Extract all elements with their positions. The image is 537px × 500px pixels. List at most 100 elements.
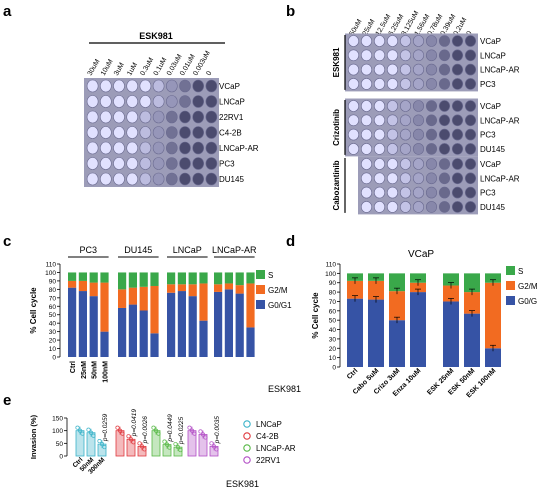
panel-c-y-tick-label: 60: [49, 304, 57, 311]
panel-b-row-well: [438, 186, 451, 199]
panel-c-bar-g0g1: [199, 320, 208, 357]
panel-c-x-tick-label: 100nM: [103, 361, 110, 383]
panel-c-bar-g0g1: [246, 327, 255, 357]
panel-d-legend-label: G2/M: [518, 282, 537, 291]
panel-b-row-well: [360, 172, 373, 185]
panel-a-row-well: [100, 126, 112, 139]
panel-b-row-well: [425, 186, 438, 199]
panel-e-point: [88, 430, 94, 435]
panel-e-point: [189, 428, 195, 433]
panel-e-y-tick-label: 0: [59, 454, 63, 461]
panel-c-bar-g2m: [118, 289, 127, 308]
panel-e-legend-marker: [243, 456, 251, 464]
panel-a-cell-line: PC3: [219, 160, 235, 169]
panel-c-bar-s: [150, 272, 159, 286]
panel-a-row-well: [113, 110, 125, 124]
panel-b-row-well: [399, 158, 412, 170]
panel-d-bar-s: [368, 273, 384, 281]
panel-b-row-well: [399, 128, 412, 141]
panel-c-y-tick-label: 30: [49, 329, 57, 336]
panel-a-conc-label: 0: [205, 70, 213, 77]
panel-e-point: [128, 437, 134, 442]
panel-e-point: [153, 428, 159, 433]
panel-e-pvalue: p=0.0035: [214, 416, 221, 445]
panel-e-pvalue: p=0.0225: [178, 416, 185, 445]
panel-b-cell-line: VCaP: [480, 37, 501, 46]
panel-c-legend-swatch: [256, 270, 265, 279]
panel-e-point: [137, 441, 142, 446]
panel-b-row-well: [425, 172, 438, 185]
panel-a-row-well: [126, 110, 138, 124]
panel-b-row-well: [412, 35, 425, 47]
panel-c-bar-g0g1: [167, 292, 176, 357]
panel-c-bar-s: [139, 272, 148, 287]
panel-b-row-well: [386, 143, 399, 155]
panel-b-row-well: [373, 35, 386, 47]
panel-b-row-well: [360, 128, 373, 141]
panel-d-y-tick-label: 50: [329, 318, 337, 325]
panel-e-legend-label: LNCaP-AR: [256, 444, 296, 453]
panel-letter-a: a: [3, 3, 12, 20]
panel-c-bar-g0g1: [89, 296, 98, 357]
panel-b-cell-line: DU145: [480, 203, 505, 212]
panel-b-cell-line: LNCaP-AR: [480, 66, 520, 75]
panel-d-bar-g2m: [389, 291, 405, 321]
panel-c-bar-g2m: [68, 280, 77, 288]
panel-c-bar-s: [246, 272, 255, 284]
panel-c-x-tick-label: 25nM: [81, 361, 88, 379]
panel-e-point: [120, 431, 125, 436]
panel-c-legend-label: G2/M: [268, 286, 288, 295]
panel-a-row-well: [86, 172, 99, 186]
panel-b-row-well: [438, 201, 451, 213]
panel-a-row-well: [86, 157, 99, 170]
panel-a-cell-line: 22RV1: [219, 113, 244, 122]
panel-c-bar-g2m: [246, 283, 255, 328]
panel-a-row-well: [192, 95, 204, 108]
panel-a-row-well: [166, 172, 178, 186]
panel-e-point: [178, 448, 183, 453]
panel-b-row-well: [438, 128, 451, 141]
panel-b-row-well: [347, 78, 360, 90]
panel-a-row-well: [166, 79, 178, 93]
panel-c-bar-g2m: [167, 284, 176, 293]
panel-b-row-well: [412, 49, 425, 62]
panel-b-row-well: [399, 172, 412, 185]
panel-b-row-well: [451, 186, 464, 199]
panel-c-bar-s: [214, 272, 223, 285]
panel-a-row-well: [152, 157, 165, 170]
panel-e-pvalue: p=0.0449: [167, 414, 174, 443]
panel-e-point: [200, 432, 206, 437]
panel-a-row-well: [179, 157, 191, 170]
panel-a-row-well: [86, 110, 99, 124]
panel-b-row-well: [438, 114, 451, 127]
panel-a-cell-line: C4-2B: [219, 129, 242, 138]
panel-c-x-tick-label: Ctrl: [70, 361, 77, 373]
panel-b-cell-line: VCaP: [480, 160, 501, 169]
panel-a-row-well: [192, 126, 204, 139]
panel-b-row-well: [386, 201, 399, 213]
panel-b-row-well: [347, 114, 360, 127]
panel-d-bar-g2m: [464, 292, 480, 314]
panel-b-row-well: [386, 78, 399, 90]
panel-e-y-tick-label: 150: [52, 416, 63, 423]
panel-b-row-well: [373, 201, 386, 213]
panel-b-row-well: [373, 100, 386, 112]
panel-c-bar-g2m: [150, 285, 159, 334]
panel-d-y-tick-label: 60: [329, 308, 337, 315]
panel-b-cell-line: LNCaP: [480, 51, 506, 60]
panel-d-y-tick-label: 70: [329, 299, 337, 306]
panel-a-row-well: [205, 126, 218, 139]
panel-c-bar-s: [118, 272, 127, 290]
panel-d-y-tick-label: 10: [329, 355, 337, 362]
panel-d-bar-g0g1: [485, 348, 501, 367]
panel-b-row-well: [451, 49, 464, 62]
panel-a-row-well: [166, 126, 178, 139]
panel-a-row-well: [126, 79, 138, 93]
panel-b-drug-label: Crizotinib: [332, 109, 341, 146]
panel-e-point: [99, 442, 105, 447]
panel-d-bar-g0g1: [410, 292, 426, 367]
panel-d-bar-g0g1: [347, 298, 363, 367]
panel-a-row-well: [179, 79, 191, 93]
panel-a-row-well: [192, 79, 204, 93]
